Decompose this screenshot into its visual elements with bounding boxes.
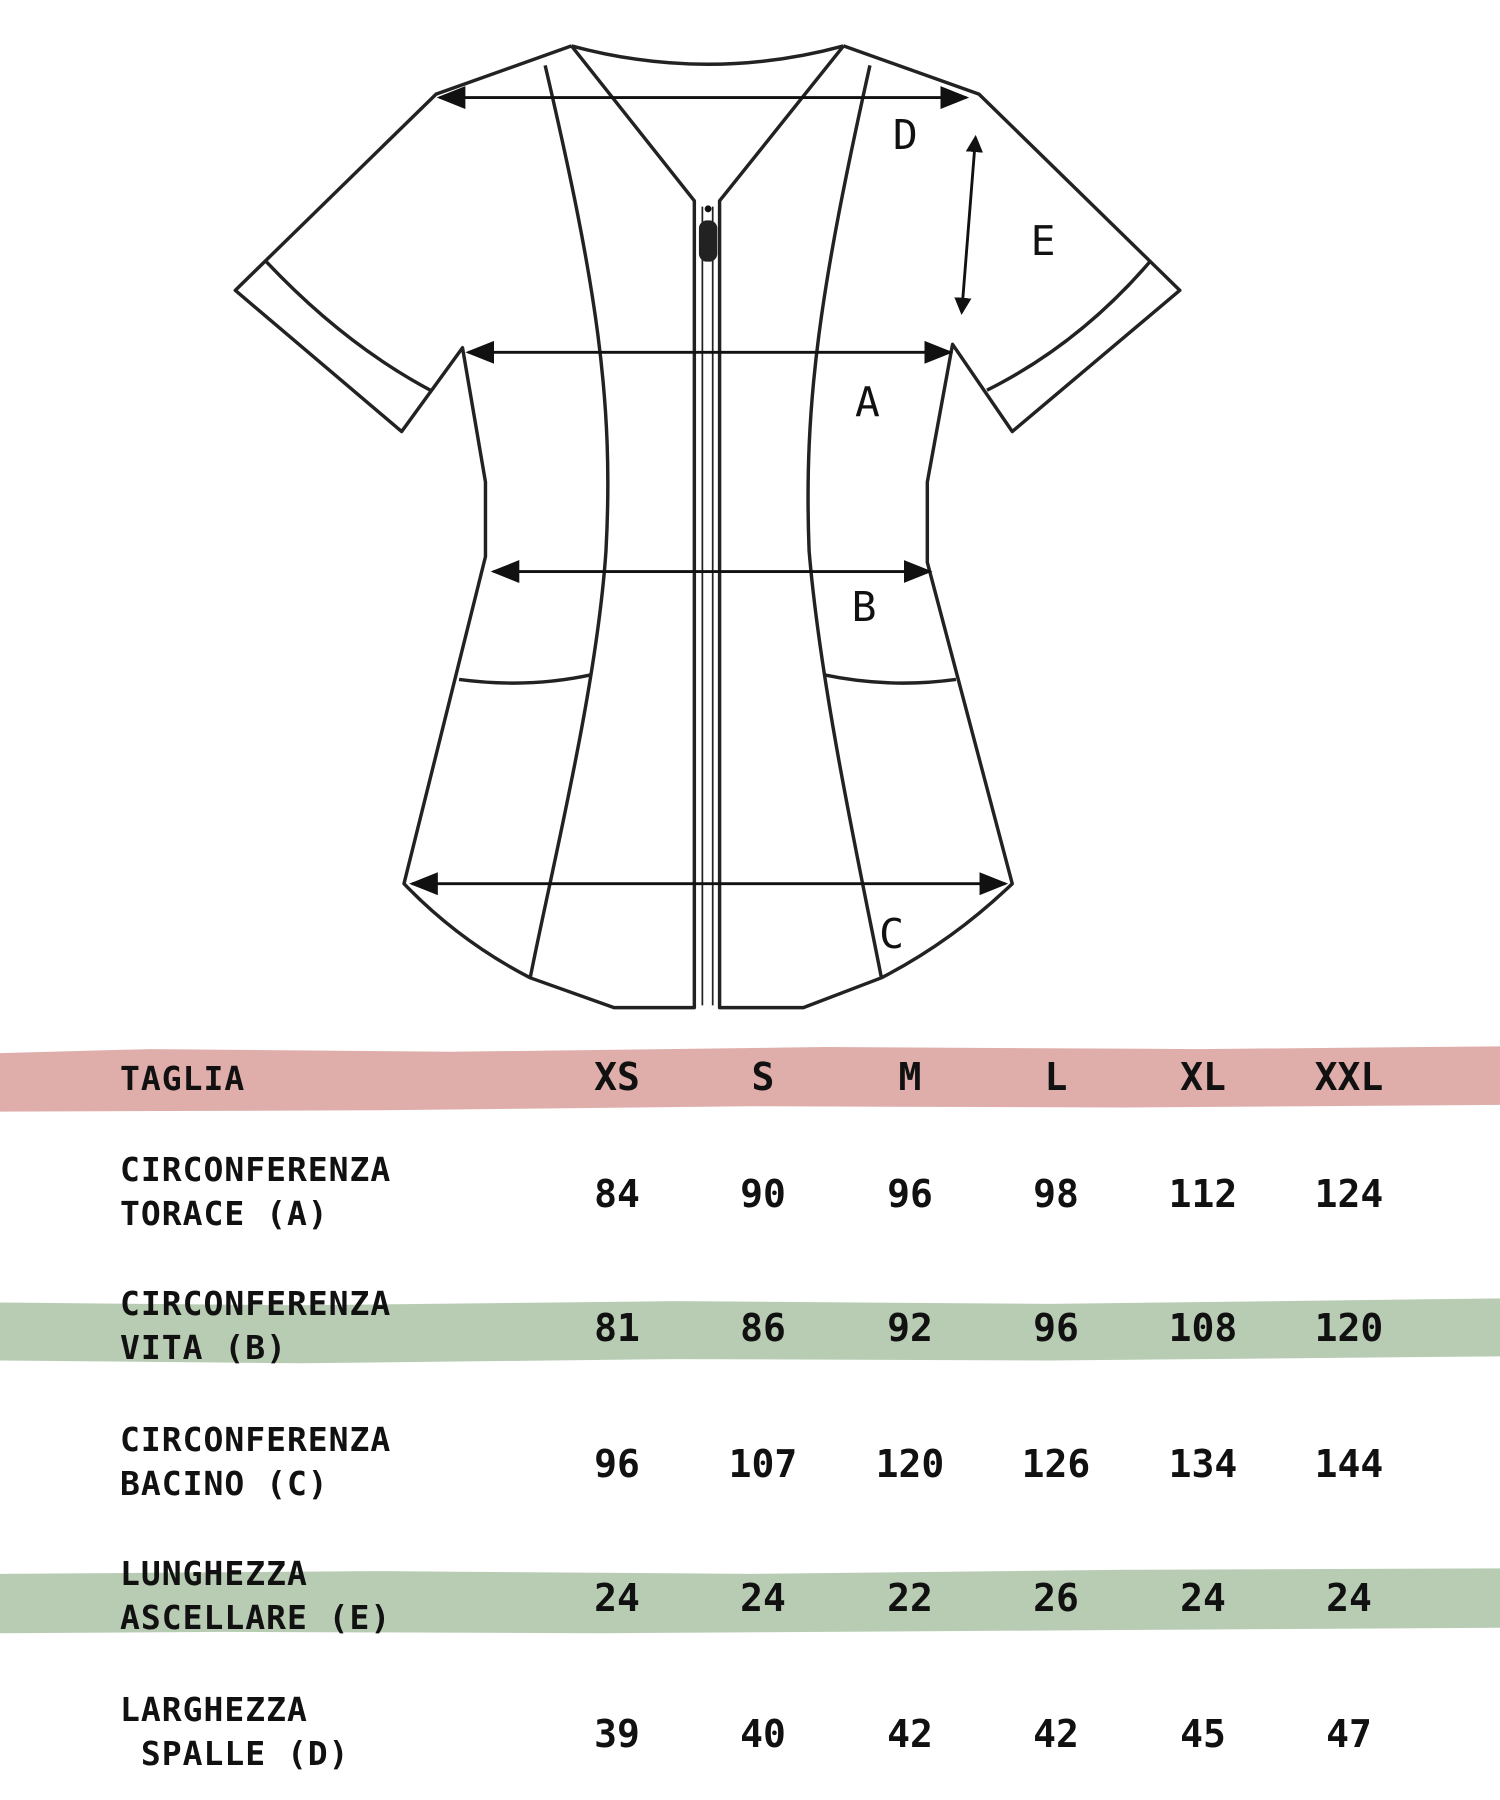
- row-label: TORACE (A): [120, 1194, 329, 1233]
- table-cell: 98: [1033, 1172, 1079, 1216]
- table-cell: 120: [875, 1442, 945, 1486]
- table-cell: 26: [1033, 1576, 1079, 1620]
- table-cell: 92: [887, 1306, 933, 1350]
- zipper-pull-icon: [698, 220, 718, 262]
- left-seam: [528, 65, 610, 979]
- garment-diagram: D E A B C: [233, 44, 1182, 1010]
- table-cell: 96: [594, 1442, 640, 1486]
- arrow-e: [954, 134, 983, 316]
- table-cell: 124: [1314, 1172, 1384, 1216]
- row-label: BACINO (C): [120, 1464, 329, 1503]
- row-label: CIRCONFERENZA: [120, 1420, 392, 1459]
- table-cell: 42: [887, 1712, 933, 1756]
- row-label: LUNGHEZZA: [120, 1554, 308, 1593]
- table-cell: 120: [1314, 1306, 1384, 1350]
- label-d: D: [893, 111, 918, 159]
- table-cell: 24: [740, 1576, 786, 1620]
- table-cell: 96: [887, 1172, 933, 1216]
- table-cell: 22: [887, 1576, 933, 1620]
- table-cell: 42: [1033, 1712, 1079, 1756]
- row-label: ASCELLARE (E): [120, 1598, 392, 1637]
- table-cell: 108: [1168, 1306, 1238, 1350]
- size-header: S: [751, 1055, 775, 1099]
- table-cell: 81: [594, 1306, 640, 1350]
- right-seam: [806, 65, 884, 979]
- header-label: TAGLIA: [120, 1059, 246, 1098]
- size-header: L: [1044, 1055, 1068, 1099]
- table-cell: 107: [728, 1442, 798, 1486]
- table-cell: 144: [1314, 1442, 1384, 1486]
- table-cell: 45: [1180, 1712, 1226, 1756]
- header-band: [0, 1046, 1500, 1112]
- table-cell: 84: [594, 1172, 640, 1216]
- table-cell: 96: [1033, 1306, 1079, 1350]
- left-cuff: [265, 260, 432, 392]
- shirt-outline-right: [717, 44, 1182, 1010]
- row-label: LARGHEZZA: [120, 1690, 308, 1729]
- row-label: CIRCONFERENZA: [120, 1150, 392, 1189]
- table-cell: 24: [1326, 1576, 1372, 1620]
- label-a: A: [855, 379, 880, 427]
- right-cuff: [986, 260, 1152, 392]
- left-pocket: [458, 673, 592, 685]
- row-label: SPALLE (D): [120, 1734, 350, 1773]
- size-header: XS: [594, 1055, 640, 1099]
- size-header: XL: [1180, 1055, 1226, 1099]
- table-cell: 90: [740, 1172, 786, 1216]
- label-b: B: [852, 583, 877, 631]
- table-cell: 24: [1180, 1576, 1226, 1620]
- label-c: C: [879, 910, 904, 958]
- label-e: E: [1031, 217, 1056, 265]
- table-cell: 126: [1021, 1442, 1091, 1486]
- shirt-outline-left: [233, 44, 697, 1010]
- table-cell: 40: [740, 1712, 786, 1756]
- table-cell: 39: [594, 1712, 640, 1756]
- row-band-ascellare: [0, 1568, 1500, 1634]
- size-header: M: [898, 1055, 922, 1099]
- table-cell: 112: [1168, 1172, 1238, 1216]
- right-pocket: [823, 673, 957, 685]
- table-cell: 134: [1168, 1442, 1238, 1486]
- table-cell: 86: [740, 1306, 786, 1350]
- row-band-vita: [0, 1298, 1500, 1364]
- size-header: XXL: [1314, 1055, 1384, 1099]
- row-label: CIRCONFERENZA: [120, 1284, 392, 1323]
- table-cell: 24: [594, 1576, 640, 1620]
- collar: [571, 44, 844, 66]
- table-cell: 47: [1326, 1712, 1372, 1756]
- row-label: VITA (B): [120, 1328, 287, 1367]
